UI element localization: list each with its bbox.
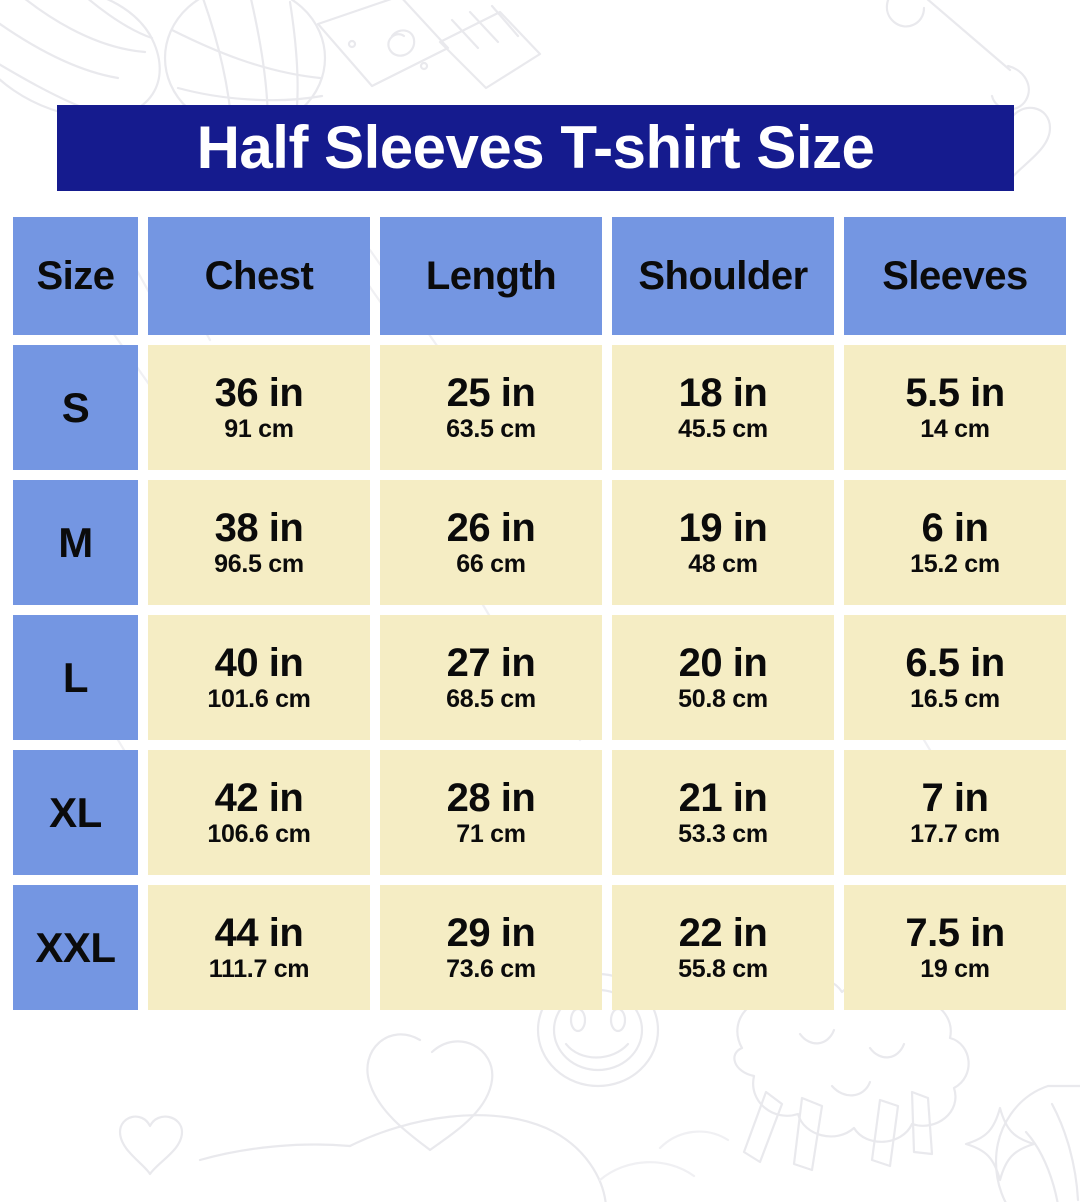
- measurement-centimeters: 55.8 cm: [678, 954, 768, 983]
- title-banner: Half Sleeves T-shirt Size: [57, 105, 1014, 191]
- column-header-shoulder: Shoulder: [612, 217, 834, 335]
- measurement-inches: 22 in: [678, 910, 768, 955]
- shoulder-cell: 21 in 53.3 cm: [612, 750, 834, 875]
- column-header-sleeves: Sleeves: [844, 217, 1066, 335]
- length-cell: 27 in 68.5 cm: [380, 615, 602, 740]
- table-row: S 36 in 91 cm 25 in 63.5 cm 18 in 45.5 c…: [13, 345, 1066, 470]
- page-title: Half Sleeves T-shirt Size: [196, 114, 875, 181]
- shoulder-cell: 18 in 45.5 cm: [612, 345, 834, 470]
- measurement-centimeters: 71 cm: [456, 819, 526, 848]
- measurement-centimeters: 106.6 cm: [207, 819, 311, 848]
- measurement-inches: 26 in: [446, 505, 536, 550]
- column-header-label: Sleeves: [882, 254, 1028, 298]
- measurement-inches: 36 in: [214, 370, 304, 415]
- chest-cell: 36 in 91 cm: [148, 345, 370, 470]
- shoulder-cell: 22 in 55.8 cm: [612, 885, 834, 1010]
- size-label: L: [62, 653, 89, 701]
- table-row: L 40 in 101.6 cm 27 in 68.5 cm 20 in 50.…: [13, 615, 1066, 740]
- size-label: XL: [49, 788, 102, 836]
- table-row: XXL 44 in 111.7 cm 29 in 73.6 cm 22 in 5…: [13, 885, 1066, 1010]
- measurement-inches: 28 in: [446, 775, 536, 820]
- sleeves-cell: 6 in 15.2 cm: [844, 480, 1066, 605]
- sleeves-cell: 5.5 in 14 cm: [844, 345, 1066, 470]
- shoulder-cell: 20 in 50.8 cm: [612, 615, 834, 740]
- measurement-centimeters: 53.3 cm: [678, 819, 768, 848]
- shoulder-cell: 19 in 48 cm: [612, 480, 834, 605]
- measurement-inches: 20 in: [678, 640, 768, 685]
- sleeves-cell: 7 in 17.7 cm: [844, 750, 1066, 875]
- measurement-inches: 27 in: [446, 640, 536, 685]
- column-header-label: Size: [36, 254, 115, 298]
- measurement-centimeters: 48 cm: [688, 549, 758, 578]
- size-label: S: [61, 383, 90, 431]
- measurement-inches: 18 in: [678, 370, 768, 415]
- column-header-label: Length: [425, 254, 557, 298]
- size-table: Size Chest Length Shoulder Sleeves S 36 …: [13, 217, 1066, 1010]
- measurement-inches: 7 in: [921, 775, 989, 820]
- chest-cell: 42 in 106.6 cm: [148, 750, 370, 875]
- size-label: M: [58, 518, 93, 566]
- measurement-inches: 19 in: [678, 505, 768, 550]
- sleeves-cell: 7.5 in 19 cm: [844, 885, 1066, 1010]
- column-header-chest: Chest: [148, 217, 370, 335]
- size-cell: XL: [13, 750, 138, 875]
- table-row: M 38 in 96.5 cm 26 in 66 cm 19 in 48 cm …: [13, 480, 1066, 605]
- measurement-inches: 38 in: [214, 505, 304, 550]
- measurement-inches: 40 in: [214, 640, 304, 685]
- measurement-inches: 25 in: [446, 370, 536, 415]
- measurement-centimeters: 17.7 cm: [910, 819, 1000, 848]
- column-header-label: Shoulder: [638, 254, 808, 298]
- chest-cell: 44 in 111.7 cm: [148, 885, 370, 1010]
- length-cell: 28 in 71 cm: [380, 750, 602, 875]
- size-cell: XXL: [13, 885, 138, 1010]
- measurement-centimeters: 91 cm: [224, 414, 294, 443]
- measurement-centimeters: 101.6 cm: [207, 684, 311, 713]
- measurement-centimeters: 16.5 cm: [910, 684, 1000, 713]
- measurement-inches: 7.5 in: [905, 910, 1005, 955]
- measurement-centimeters: 14 cm: [920, 414, 990, 443]
- measurement-inches: 21 in: [678, 775, 768, 820]
- sleeves-cell: 6.5 in 16.5 cm: [844, 615, 1066, 740]
- table-header-row: Size Chest Length Shoulder Sleeves: [13, 217, 1066, 335]
- measurement-centimeters: 111.7 cm: [208, 954, 310, 983]
- length-cell: 29 in 73.6 cm: [380, 885, 602, 1010]
- size-label: XXL: [35, 923, 116, 971]
- measurement-inches: 29 in: [446, 910, 536, 955]
- length-cell: 25 in 63.5 cm: [380, 345, 602, 470]
- measurement-centimeters: 50.8 cm: [678, 684, 768, 713]
- column-header-size: Size: [13, 217, 138, 335]
- table-row: XL 42 in 106.6 cm 28 in 71 cm 21 in 53.3…: [13, 750, 1066, 875]
- measurement-inches: 5.5 in: [905, 370, 1005, 415]
- column-header-label: Chest: [204, 254, 314, 298]
- measurement-inches: 6 in: [921, 505, 989, 550]
- length-cell: 26 in 66 cm: [380, 480, 602, 605]
- measurement-centimeters: 73.6 cm: [446, 954, 536, 983]
- size-cell: M: [13, 480, 138, 605]
- measurement-centimeters: 68.5 cm: [446, 684, 536, 713]
- column-header-length: Length: [380, 217, 602, 335]
- measurement-centimeters: 45.5 cm: [678, 414, 768, 443]
- measurement-centimeters: 96.5 cm: [214, 549, 304, 578]
- measurement-centimeters: 15.2 cm: [910, 549, 1000, 578]
- measurement-inches: 44 in: [214, 910, 304, 955]
- measurement-inches: 6.5 in: [905, 640, 1005, 685]
- size-cell: S: [13, 345, 138, 470]
- chest-cell: 40 in 101.6 cm: [148, 615, 370, 740]
- size-cell: L: [13, 615, 138, 740]
- measurement-centimeters: 19 cm: [920, 954, 990, 983]
- measurement-centimeters: 66 cm: [456, 549, 526, 578]
- chest-cell: 38 in 96.5 cm: [148, 480, 370, 605]
- measurement-centimeters: 63.5 cm: [446, 414, 536, 443]
- measurement-inches: 42 in: [214, 775, 304, 820]
